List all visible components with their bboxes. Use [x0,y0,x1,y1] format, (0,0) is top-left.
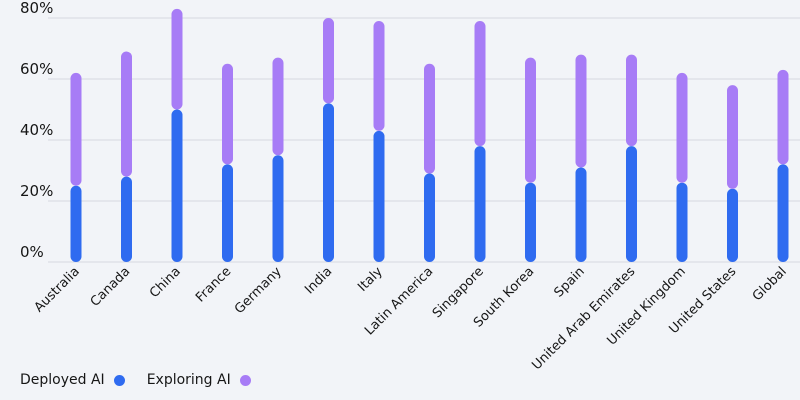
bar-exploring [424,63,435,174]
legend-swatch-deployed [113,374,125,386]
legend-item-deployed[interactable]: Deployed AI [20,372,125,388]
legend-label-exploring: Exploring AI [146,372,231,388]
y-tick-label: 20% [20,182,53,200]
bar-deployed [525,182,536,262]
legend-item-exploring[interactable]: Exploring AI [147,372,251,388]
legend: Deployed AI Exploring AI [20,372,273,388]
legend-swatch-exploring [239,374,251,386]
bar-deployed [171,109,183,262]
bar-exploring [626,54,637,147]
bar-exploring [222,63,233,165]
bar-deployed [676,182,688,262]
y-axis-ticks: 0% 20% 40% 60% 80% [20,0,53,261]
y-tick-label: 40% [20,121,53,139]
bar-deployed [727,188,738,262]
bar-deployed [626,146,637,262]
bar-exploring [777,69,789,165]
x-tick-label: Canada [88,264,134,310]
bar-exploring [676,72,688,183]
bar-exploring [323,18,334,104]
y-tick-label: 0% [20,243,44,261]
bar-deployed [474,146,486,262]
bar-deployed [777,164,789,262]
y-tick-label: 60% [20,60,53,78]
x-tick-label: China [147,264,184,301]
legend-label-deployed: Deployed AI [20,372,105,388]
bar-deployed [424,173,435,262]
bar-deployed [323,103,334,263]
bar-exploring [525,57,536,183]
bar-exploring [121,51,132,177]
bar-deployed [272,155,284,262]
x-tick-label: United Arab Emirates [529,264,638,373]
x-tick-label: Italy [355,264,386,295]
bar-exploring [272,57,284,156]
x-tick-label: India [302,264,335,297]
bar-deployed [575,167,587,262]
bar-deployed [222,164,233,262]
bar-exploring [70,72,82,186]
x-tick-label: Spain [552,264,588,300]
bar-deployed [70,185,82,262]
x-tick-label: Australia [32,264,83,315]
bars [70,8,789,263]
bar-exploring [171,8,183,110]
bar-exploring [575,54,587,168]
bar-exploring [727,85,738,189]
bar-exploring [474,21,486,147]
x-tick-label: Germany [232,264,285,317]
bar-deployed [121,176,132,262]
y-tick-label: 80% [20,0,53,17]
x-tick-label: France [193,264,234,305]
bar-deployed [373,130,385,262]
x-tick-label: Global [750,264,790,304]
bar-exploring [373,21,385,131]
